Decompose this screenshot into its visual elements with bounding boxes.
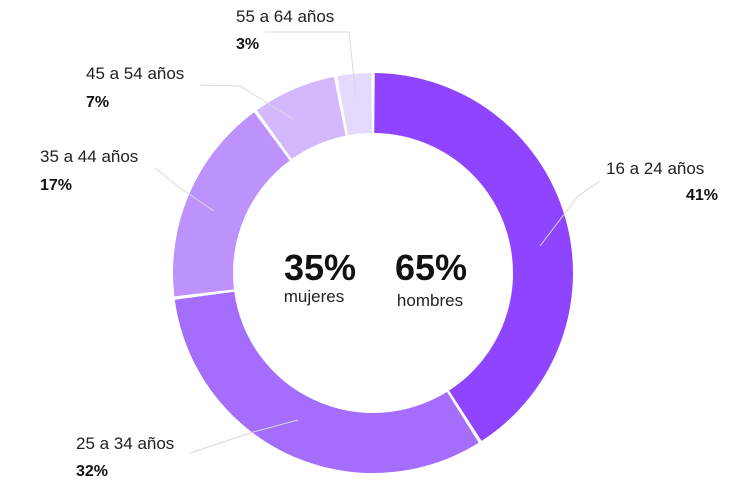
slice-4 — [256, 76, 346, 160]
slice-value-1: 41% — [686, 187, 718, 204]
slice-1 — [374, 73, 573, 441]
center-summary: 35% mujeres 65% hombres — [284, 247, 467, 310]
leader-lines — [154, 31, 601, 454]
donut-slices — [173, 73, 573, 473]
center-men-value: 65% — [395, 247, 467, 288]
leader-line-2 — [189, 419, 299, 454]
slice-3 — [173, 112, 290, 297]
slice-value-2: 32% — [76, 463, 108, 480]
slice-value-3: 17% — [40, 177, 72, 194]
leader-line-5 — [265, 31, 357, 99]
slice-labels: 16 a 24 años 41% 25 a 34 años 32% 35 a 44 añ… — [40, 7, 718, 480]
slice-value-5: 3% — [236, 36, 259, 53]
center-women-value: 35% — [284, 247, 356, 288]
leader-line-1 — [539, 180, 601, 247]
slice-label-2: 25 a 34 años — [76, 434, 174, 453]
slice-label-4: 45 a 54 años — [86, 64, 184, 83]
slice-label-5: 55 a 64 años — [236, 7, 334, 26]
leader-line-4 — [199, 84, 294, 120]
center-women-label: mujeres — [284, 287, 344, 306]
leader-line-3 — [154, 167, 215, 212]
slice-5 — [337, 73, 372, 136]
slice-2 — [174, 291, 479, 473]
slice-label-3: 35 a 44 años — [40, 147, 138, 166]
slice-value-4: 7% — [86, 94, 109, 111]
slice-label-1: 16 a 24 años — [606, 159, 704, 178]
center-men-label: hombres — [397, 291, 463, 310]
